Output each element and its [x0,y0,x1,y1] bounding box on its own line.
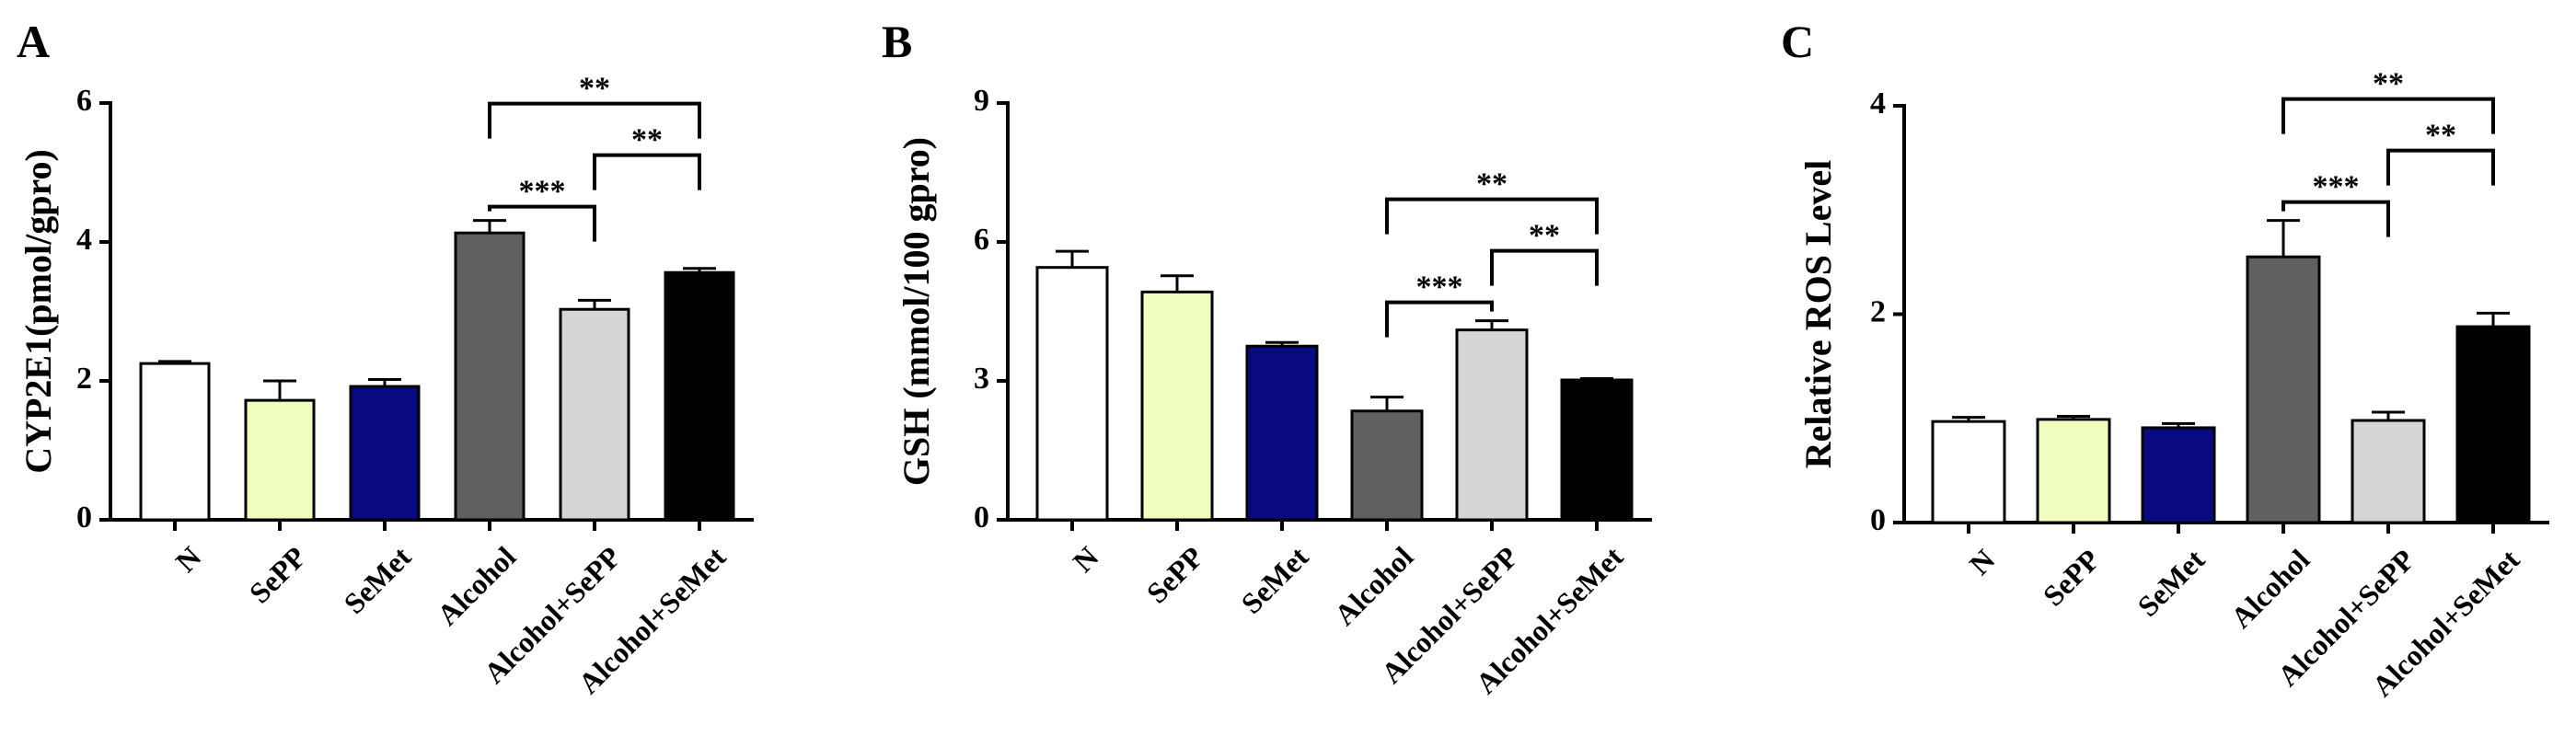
significance-label: ** [2373,67,2404,101]
category-label: Alcohol [2224,543,2316,635]
bar [1350,409,1424,522]
panel-letter: A [17,16,50,67]
significance-label: ** [2425,119,2456,153]
category-label: SePP [2037,543,2107,613]
bar [244,398,316,522]
significance-bracket [593,153,701,190]
category-label: SePP [1140,540,1210,610]
category-label: SeMet [2131,543,2211,623]
bar [454,231,526,522]
bar [349,385,421,522]
bar [1455,328,1529,522]
y-axis-label: GSH (mmol/100 gpro) [895,137,937,486]
significance-bracket [488,101,701,139]
significance-label: *** [1416,270,1463,305]
bar [1035,266,1109,522]
significance-bracket [1490,248,1599,286]
y-tick-label: 6 [974,223,989,257]
bar [2455,325,2531,524]
y-tick-label: 0 [974,500,989,535]
significance-label: *** [519,175,566,209]
significance-bracket [488,204,596,242]
y-axis-label: CYP2E1(pmol/gpro) [17,149,59,474]
category-label: SeMet [1234,540,1314,620]
significance-bracket [1385,300,1494,338]
category-label: N [1963,543,2002,581]
significance-bracket [1385,197,1599,235]
bar [139,362,211,522]
bar [2351,419,2426,524]
y-tick-label: 4 [76,223,92,257]
significance-bracket [2386,148,2495,186]
category-label: SeMet [337,540,417,620]
y-tick-label: 0 [1870,503,1886,537]
category-label: Alcohol [1328,540,1420,632]
category-label: Alcohol [431,540,523,632]
y-axis-label: Relative ROS Level [1797,160,1839,469]
bar [1245,344,1319,522]
category-label: SePP [243,540,313,610]
significance-label: ** [1476,167,1507,201]
bar [2141,426,2216,524]
bar [1560,378,1634,522]
category-label: N [169,540,208,579]
panel-letter: B [882,16,912,67]
y-tick-label: 3 [974,362,989,396]
significance-bracket [2281,200,2390,237]
y-tick-label: 0 [76,500,92,535]
y-tick-label: 2 [76,362,92,396]
panel-letter: C [1781,16,1814,67]
category-label: N [1067,540,1105,579]
significance-bracket [2281,97,2495,134]
bar [1931,420,2006,524]
bar [2246,255,2321,524]
bar [1140,290,1214,522]
significance-label: ** [579,72,610,106]
bar [664,270,735,522]
y-tick-label: 2 [1870,294,1886,328]
panel-b: B GSH (mmol/100 gpro) 0 3 6 9 N SePP SeMet Alcoho… [882,16,1652,700]
bar [2036,418,2111,524]
y-tick-label: 6 [76,84,92,118]
significance-label: ** [631,123,663,157]
significance-label: ** [1529,219,1560,253]
bar [559,307,630,522]
y-tick-label: 4 [1870,86,1886,121]
significance-label: *** [2313,170,2360,204]
y-tick-label: 9 [974,84,989,118]
